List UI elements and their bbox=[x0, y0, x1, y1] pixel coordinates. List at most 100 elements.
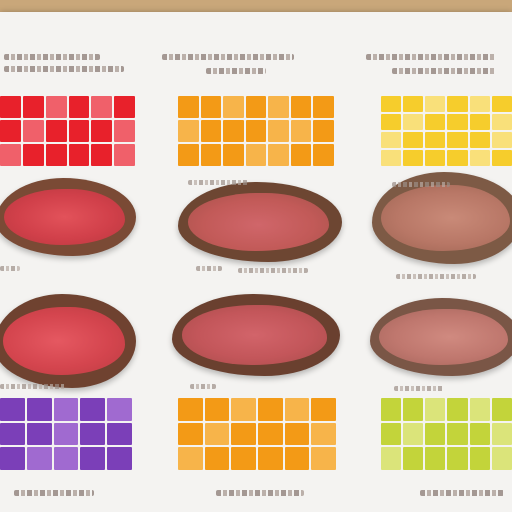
grid-cell bbox=[80, 422, 106, 446]
grid-cell bbox=[178, 144, 199, 166]
grid-cell bbox=[284, 447, 310, 470]
grid-cell bbox=[447, 447, 468, 470]
grid-cell bbox=[107, 398, 132, 421]
grid-cell bbox=[425, 132, 446, 148]
grid-cell bbox=[469, 150, 490, 166]
grid-cell bbox=[178, 96, 199, 118]
caption-top-left-2 bbox=[4, 66, 124, 72]
grid-cell bbox=[223, 144, 244, 166]
grid-cell bbox=[200, 144, 222, 166]
grid-cell bbox=[231, 422, 256, 446]
grid-cell bbox=[68, 96, 90, 118]
grid-cell bbox=[204, 398, 230, 421]
steak-rare-bottom-left bbox=[0, 294, 136, 388]
grid-cell bbox=[381, 398, 402, 421]
grid-cell bbox=[403, 114, 424, 130]
caption-top-middle-2 bbox=[206, 68, 266, 74]
grid-cell bbox=[268, 120, 289, 142]
grid-cell bbox=[231, 447, 256, 470]
steak-medium-top-middle bbox=[178, 182, 342, 262]
doneness-grid-yellow bbox=[381, 96, 512, 166]
grid-cell bbox=[311, 422, 336, 446]
grid-cell bbox=[204, 447, 230, 470]
grid-cell bbox=[200, 120, 222, 142]
footer-left bbox=[14, 490, 94, 496]
grid-cell bbox=[245, 120, 267, 142]
grid-cell bbox=[26, 398, 52, 421]
grid-cell bbox=[91, 144, 113, 166]
grid-cell bbox=[403, 398, 424, 421]
grid-cell bbox=[257, 398, 283, 421]
grid-cell bbox=[107, 447, 132, 470]
grid-cell bbox=[114, 120, 135, 142]
grid-cell bbox=[447, 132, 468, 148]
doneness-grid-orange-top bbox=[178, 96, 334, 166]
caption-top-right-2 bbox=[392, 68, 496, 74]
grid-cell bbox=[22, 96, 44, 118]
grid-cell bbox=[200, 96, 222, 118]
grid-cell bbox=[0, 144, 21, 166]
grid-cell bbox=[53, 398, 79, 421]
grid-cell bbox=[290, 96, 312, 118]
grid-cell bbox=[204, 422, 230, 446]
grid-cell bbox=[0, 96, 21, 118]
grid-cell bbox=[469, 422, 490, 446]
grid-cell bbox=[114, 96, 135, 118]
caption-bottom-right bbox=[394, 386, 444, 391]
grid-cell bbox=[223, 120, 244, 142]
steak-label-4 bbox=[196, 266, 222, 271]
grid-cell bbox=[403, 150, 424, 166]
grid-cell bbox=[245, 96, 267, 118]
grid-cell bbox=[491, 150, 512, 166]
grid-cell bbox=[80, 447, 106, 470]
steak-label-2 bbox=[392, 182, 450, 187]
grid-cell bbox=[469, 114, 490, 130]
grid-cell bbox=[447, 398, 468, 421]
steak-well-done-top-right bbox=[372, 172, 512, 264]
grid-cell bbox=[403, 447, 424, 470]
grid-cell bbox=[469, 132, 490, 148]
grid-cell bbox=[381, 96, 402, 112]
caption-top-right bbox=[366, 54, 496, 60]
steak-label-6 bbox=[396, 274, 476, 279]
grid-cell bbox=[491, 447, 512, 470]
grid-cell bbox=[268, 96, 289, 118]
doneness-grid-purple bbox=[0, 398, 132, 470]
grid-cell bbox=[425, 114, 446, 130]
grid-cell bbox=[45, 120, 67, 142]
chart-sheet bbox=[0, 12, 512, 512]
grid-cell bbox=[223, 96, 244, 118]
grid-cell bbox=[313, 120, 334, 142]
steak-well-done-bottom-right bbox=[370, 298, 512, 376]
grid-cell bbox=[26, 422, 52, 446]
grid-cell bbox=[114, 144, 135, 166]
grid-cell bbox=[403, 96, 424, 112]
steak-label-1 bbox=[188, 180, 248, 185]
grid-cell bbox=[311, 447, 336, 470]
grid-cell bbox=[381, 132, 402, 148]
grid-cell bbox=[178, 422, 203, 446]
doneness-grid-lime bbox=[381, 398, 512, 470]
grid-cell bbox=[313, 96, 334, 118]
grid-cell bbox=[491, 132, 512, 148]
steak-medium-bottom-middle bbox=[172, 294, 340, 376]
grid-cell bbox=[313, 144, 334, 166]
grid-cell bbox=[231, 398, 256, 421]
caption-bottom-middle bbox=[190, 384, 216, 389]
steak-rare-top-left bbox=[0, 178, 136, 256]
grid-cell bbox=[0, 120, 21, 142]
grid-cell bbox=[403, 132, 424, 148]
grid-cell bbox=[107, 422, 132, 446]
grid-cell bbox=[68, 144, 90, 166]
grid-cell bbox=[447, 96, 468, 112]
grid-cell bbox=[80, 398, 106, 421]
grid-cell bbox=[178, 447, 203, 470]
grid-cell bbox=[381, 422, 402, 446]
caption-top-left bbox=[4, 54, 100, 60]
grid-cell bbox=[425, 150, 446, 166]
grid-cell bbox=[53, 422, 79, 446]
grid-cell bbox=[178, 398, 203, 421]
grid-cell bbox=[257, 447, 283, 470]
grid-cell bbox=[284, 398, 310, 421]
grid-cell bbox=[447, 150, 468, 166]
